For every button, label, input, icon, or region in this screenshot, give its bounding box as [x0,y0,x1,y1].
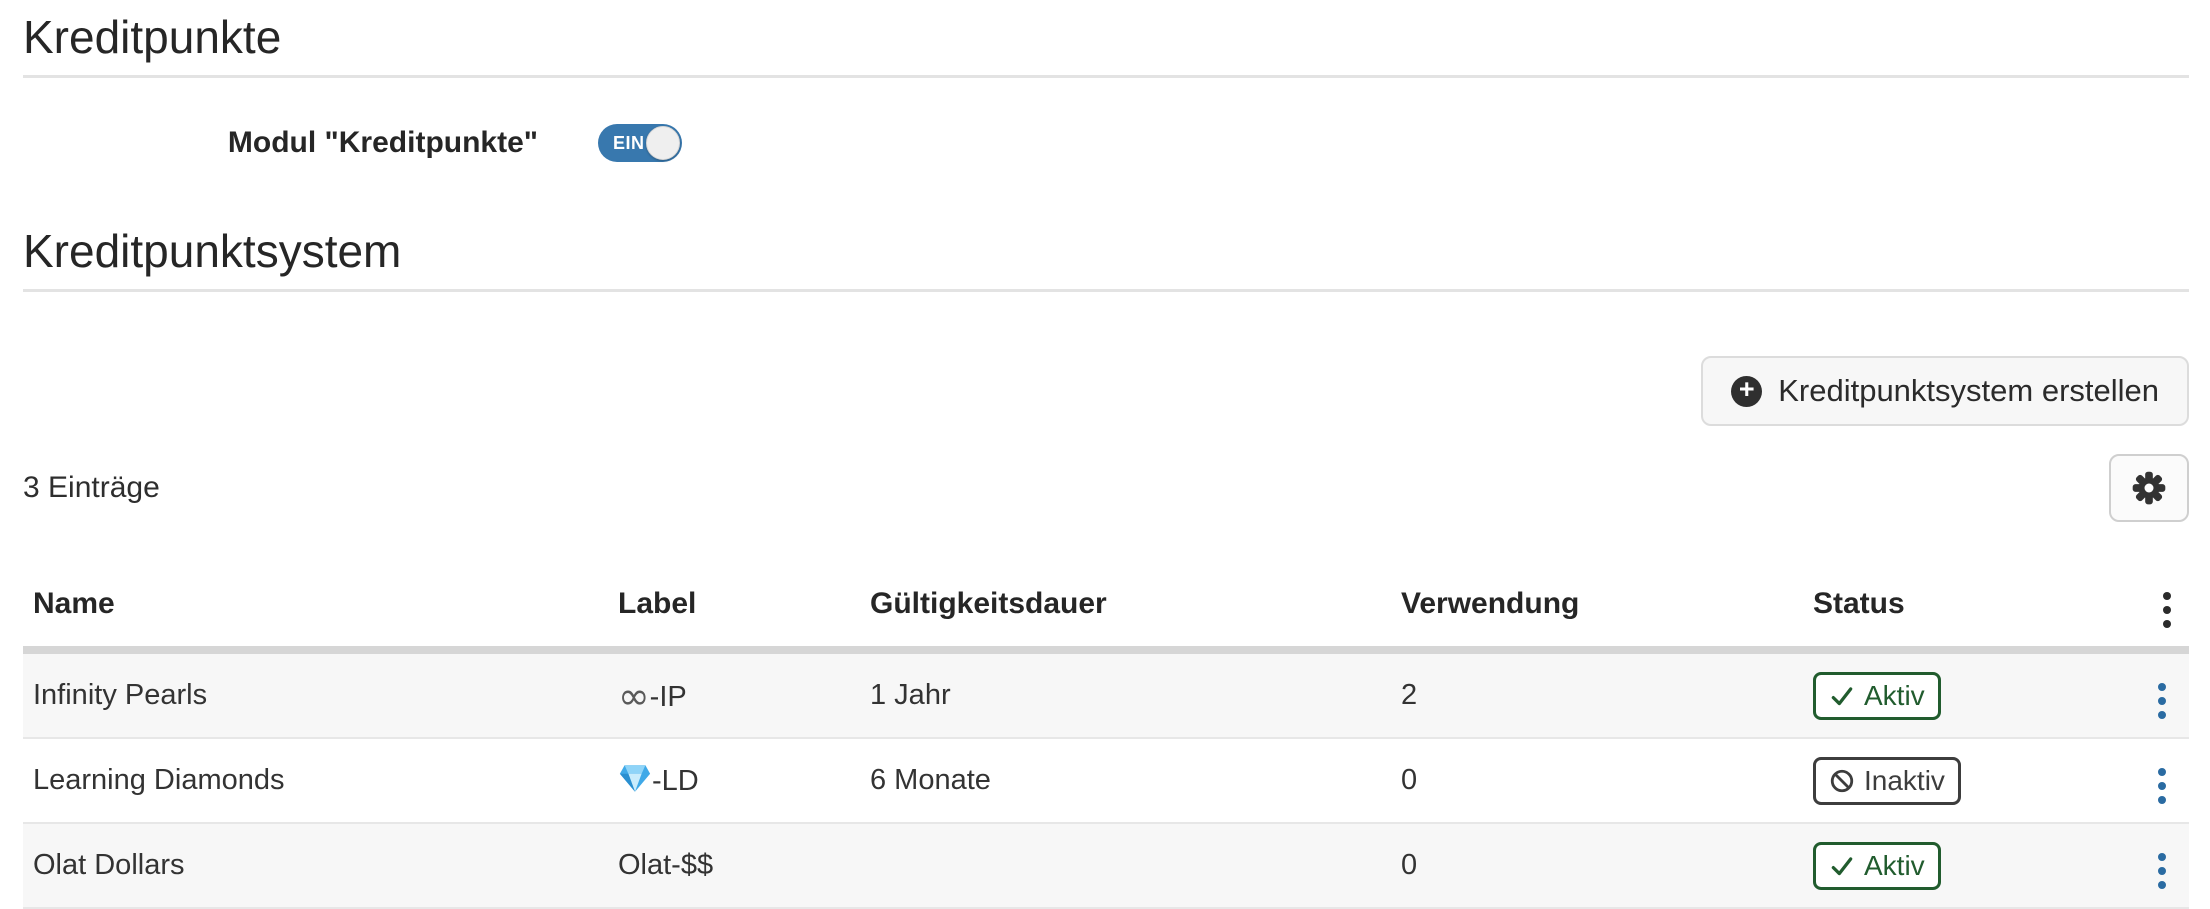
cell-status: Aktiv [1803,823,2135,908]
plus-circle-icon: + [1731,375,1763,407]
gem-icon [619,765,651,793]
status-badge: Aktiv [1813,671,1941,721]
row-menu-icon[interactable] [2150,847,2174,895]
cell-usage: 0 [1401,849,1418,882]
gear-icon [2132,472,2166,505]
ban-icon [1830,769,1854,793]
actions-row: + Kreditpunktsystem erstellen [23,356,2189,427]
cell-validity: 1 Jahr [870,679,951,712]
cell-name: Infinity Pearls [33,679,208,712]
cell-usage: 2 [1401,679,1418,712]
column-header-label[interactable]: Label [608,562,860,655]
label-text: -IP [649,680,687,713]
cell-label: -LD [608,738,860,823]
cell-validity: 6 Monate [870,764,991,797]
toggle-state-label: EIN [613,132,645,153]
status-label: Aktiv [1864,849,1925,881]
status-badge: Inaktiv [1813,756,1961,806]
label-text: Olat-$$ [618,849,714,882]
table-row: Learning Diamonds -LD 6 Monate 0 [23,738,2189,824]
table-meta-row: 3 Einträge [23,454,2189,523]
column-header-validity[interactable]: Gültigkeitsdauer [860,562,1391,655]
page-title: Kreditpunkte [23,10,2189,79]
check-icon [1831,857,1853,876]
vertical-ellipsis-icon[interactable] [2155,586,2179,634]
label-text: -LD [652,765,699,798]
cell-usage: 0 [1401,764,1418,797]
infinity-icon: ∞ [618,673,650,718]
cell-label: ∞-IP [608,650,860,738]
column-header-status[interactable]: Status [1803,562,2135,655]
cell-status: Inaktiv [1803,738,2135,823]
status-label: Inaktiv [1864,764,1945,796]
row-menu-icon[interactable] [2150,677,2174,725]
row-menu-icon[interactable] [2150,762,2174,810]
table-row: Infinity Pearls ∞-IP 1 Jahr 2 Aktiv [23,650,2189,739]
column-header-usage[interactable]: Verwendung [1391,562,1803,655]
table-settings-button[interactable] [2109,454,2189,523]
section-title: Kreditpunktsystem [23,224,2189,293]
cell-name: Olat Dollars [33,849,185,882]
module-toggle[interactable]: EIN [598,124,682,163]
table-row: Olat Dollars Olat-$$ 0 Aktiv [23,823,2189,909]
module-toggle-label: Modul "Kreditpunkte" [227,126,538,160]
module-toggle-row: Modul "Kreditpunkte" EIN [23,124,2189,163]
status-badge: Aktiv [1813,841,1941,891]
cell-label: Olat-$$ [608,823,860,908]
create-button-label: Kreditpunktsystem erstellen [1778,373,2159,409]
column-header-name[interactable]: Name [23,562,608,655]
check-icon [1831,687,1853,706]
creditpoint-systems-table: Name Label Gültigkeitsdauer Verwendung S… [23,562,2189,909]
entries-count: 3 Einträge [23,471,160,505]
table-header-row: Name Label Gültigkeitsdauer Verwendung S… [23,562,2189,655]
toggle-knob [646,126,680,161]
create-creditpoint-system-button[interactable]: + Kreditpunktsystem erstellen [1701,356,2189,427]
cell-validity [860,823,1391,908]
status-label: Aktiv [1864,679,1925,711]
cell-status: Aktiv [1803,650,2135,738]
cell-name: Learning Diamonds [33,764,285,797]
